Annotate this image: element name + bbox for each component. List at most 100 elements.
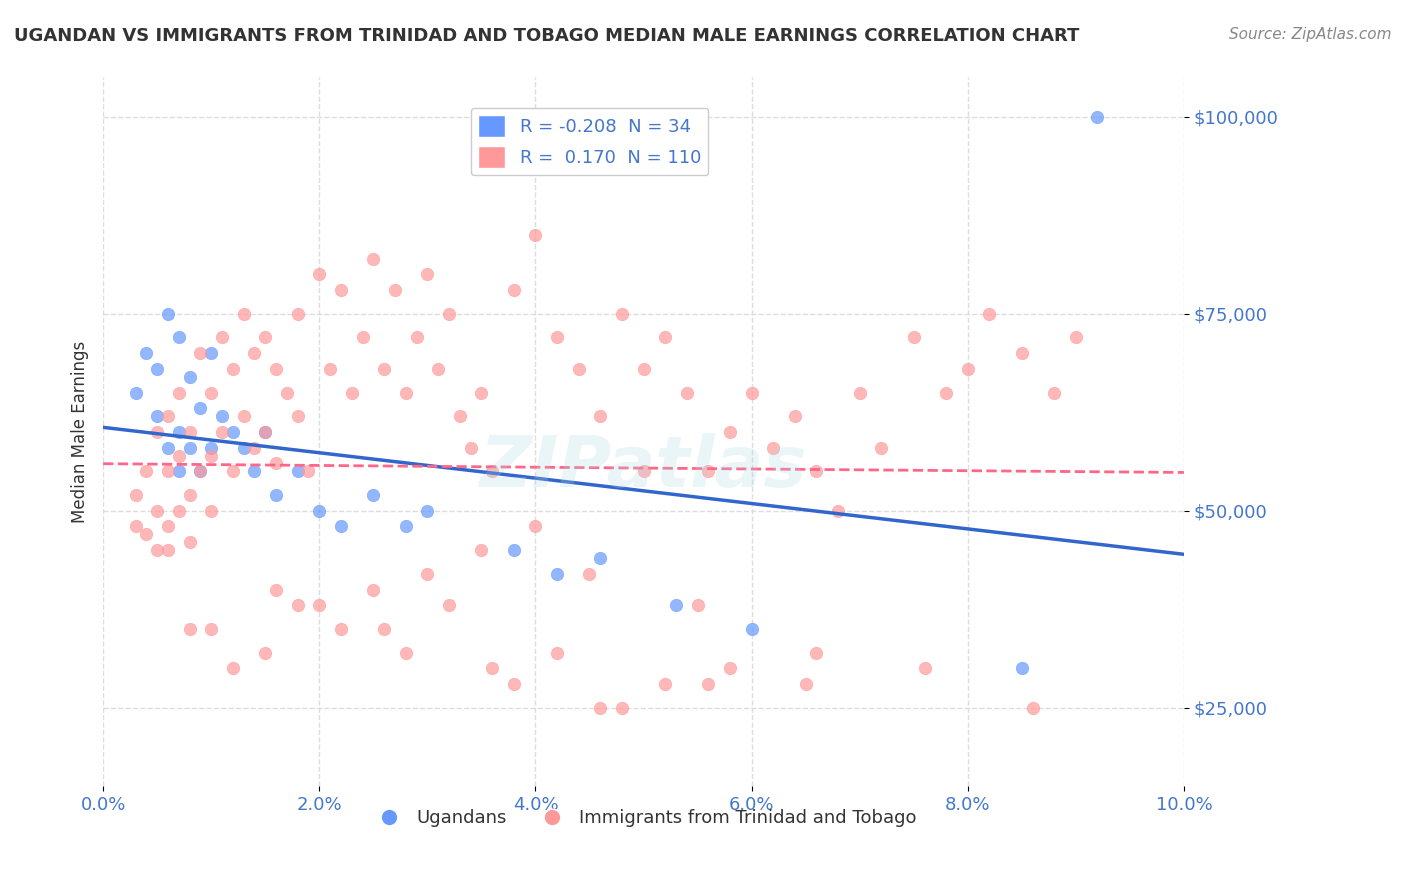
Point [308,504,330,518]
Point [243,464,266,478]
Point [287,307,309,321]
Point [741,385,763,400]
Point [427,362,450,376]
Point [179,369,201,384]
Point [190,464,212,478]
Point [200,504,222,518]
Point [979,307,1001,321]
Point [665,599,688,613]
Text: Source: ZipAtlas.com: Source: ZipAtlas.com [1229,27,1392,42]
Text: ZIPatlas: ZIPatlas [479,433,807,502]
Point [903,330,925,344]
Point [200,449,222,463]
Point [395,385,418,400]
Point [416,504,439,518]
Point [264,457,287,471]
Point [373,362,395,376]
Point [124,385,146,400]
Point [589,409,612,424]
Y-axis label: Median Male Earnings: Median Male Earnings [72,341,89,523]
Point [179,488,201,502]
Point [254,330,277,344]
Point [827,504,849,518]
Point [243,441,266,455]
Point [254,425,277,439]
Point [179,441,201,455]
Point [373,622,395,636]
Point [329,283,352,297]
Point [806,646,828,660]
Point [200,441,222,455]
Point [276,385,298,400]
Point [697,464,720,478]
Point [1011,661,1033,675]
Point [363,582,385,597]
Point [610,307,633,321]
Point [319,362,342,376]
Point [156,519,179,533]
Point [222,464,245,478]
Point [870,441,893,455]
Point [254,425,277,439]
Point [156,441,179,455]
Point [146,543,169,558]
Point [718,661,741,675]
Point [470,543,492,558]
Point [578,566,600,581]
Point [190,346,212,360]
Point [167,504,190,518]
Point [264,582,287,597]
Point [633,464,655,478]
Point [190,401,212,416]
Point [470,385,492,400]
Point [848,385,870,400]
Point [146,504,169,518]
Point [179,425,201,439]
Point [1043,385,1066,400]
Point [232,441,254,455]
Point [654,677,676,691]
Point [167,464,190,478]
Point [437,599,460,613]
Point [762,441,785,455]
Point [405,330,427,344]
Point [654,330,676,344]
Point [783,409,806,424]
Point [675,385,697,400]
Point [297,464,319,478]
Point [741,622,763,636]
Point [200,346,222,360]
Point [546,646,568,660]
Point [686,599,709,613]
Point [156,543,179,558]
Point [502,283,524,297]
Text: UGANDAN VS IMMIGRANTS FROM TRINIDAD AND TOBAGO MEDIAN MALE EARNINGS CORRELATION : UGANDAN VS IMMIGRANTS FROM TRINIDAD AND … [14,27,1080,45]
Point [395,519,418,533]
Point [502,543,524,558]
Point [287,409,309,424]
Point [935,385,957,400]
Point [179,622,201,636]
Point [524,519,547,533]
Point [329,519,352,533]
Point [524,227,547,242]
Point [167,385,190,400]
Point [222,425,245,439]
Point [264,488,287,502]
Point [502,677,524,691]
Point [179,535,201,549]
Point [437,307,460,321]
Point [589,700,612,714]
Point [243,346,266,360]
Point [481,661,503,675]
Point [416,268,439,282]
Point [190,464,212,478]
Point [1011,346,1033,360]
Point [384,283,406,297]
Point [546,330,568,344]
Point [329,622,352,636]
Point [1021,700,1043,714]
Point [200,385,222,400]
Point [956,362,979,376]
Point [568,362,591,376]
